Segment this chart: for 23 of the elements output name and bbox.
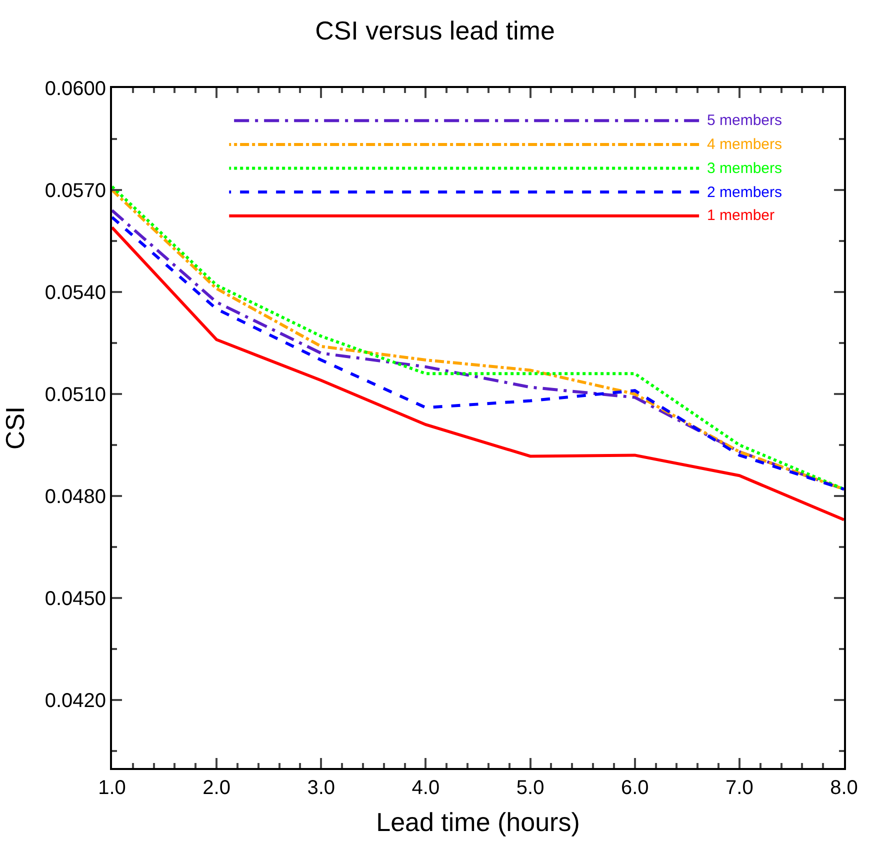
y-tick-label: 0.0480 [44, 486, 106, 508]
chart-title: CSI versus lead time [315, 15, 555, 46]
x-tick-label: 3.0 [307, 777, 336, 799]
text: 3 members [707, 160, 782, 177]
text: 2 members [707, 184, 782, 201]
x-tick-label: 1.0 [98, 777, 126, 799]
y-tick-label: 0.0510 [44, 384, 106, 406]
text: 4 members [707, 136, 782, 153]
x-tick-label: 8.0 [830, 777, 858, 799]
x-tick-label: 7.0 [726, 777, 754, 799]
x-tick-label: 5.0 [516, 777, 544, 799]
x-tick-label: 2.0 [202, 777, 230, 799]
text: 5 members [707, 112, 782, 129]
y-tick-label: 0.0600 [44, 78, 106, 100]
y-tick-label: 0.0570 [44, 180, 106, 202]
x-tick-label: 4.0 [412, 777, 440, 799]
y-tick-label: 0.0540 [44, 282, 106, 304]
y-axis-title: CSI [0, 406, 30, 450]
y-tick-label: 0.0420 [44, 690, 106, 712]
x-tick-label: 6.0 [620, 777, 649, 799]
text: 1 member [707, 207, 775, 224]
y-tick-label: 0.0450 [44, 588, 106, 610]
x-axis-title: Lead time (hours) [376, 807, 580, 838]
